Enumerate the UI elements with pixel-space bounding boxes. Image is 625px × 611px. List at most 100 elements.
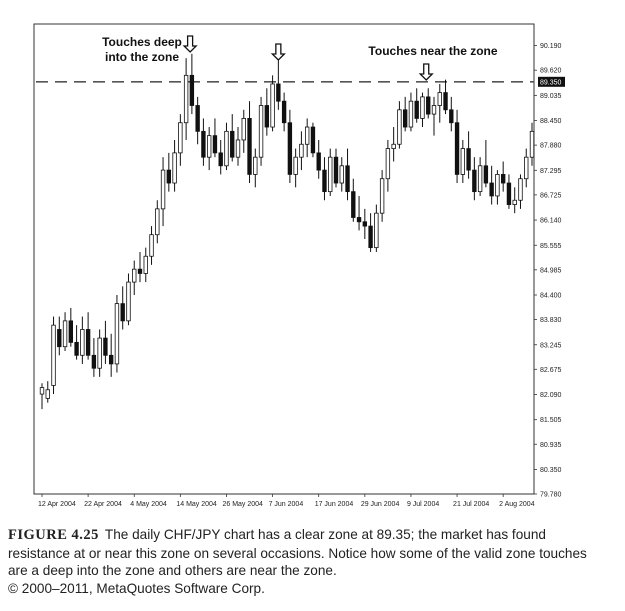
candle-body <box>316 152 321 171</box>
candle-body <box>39 387 45 395</box>
candle-body <box>529 130 535 158</box>
candle <box>293 148 298 188</box>
candle-body <box>206 135 212 158</box>
arrow-down-icon <box>270 43 286 61</box>
candle <box>183 58 189 140</box>
candle-body <box>137 268 143 274</box>
y-tick-label: 90.190 <box>540 43 562 50</box>
candle-body <box>97 337 102 369</box>
candle <box>454 109 460 184</box>
candle-body <box>500 174 506 184</box>
candle <box>143 247 148 283</box>
candle <box>74 325 79 360</box>
candle-body <box>281 100 287 124</box>
candle <box>489 165 494 205</box>
candle <box>224 122 229 171</box>
candle <box>397 101 402 149</box>
candle <box>408 92 414 132</box>
zone-price-box <box>538 76 565 87</box>
candle <box>472 157 477 201</box>
candle <box>97 329 102 377</box>
candle-body <box>45 389 50 399</box>
candle-body <box>51 324 56 386</box>
candle-body <box>379 178 385 214</box>
candle <box>316 139 321 179</box>
candle-body <box>287 122 293 175</box>
candle <box>230 114 235 162</box>
candle-body <box>356 217 362 223</box>
candle <box>241 109 246 153</box>
candle <box>149 226 154 265</box>
candle-body <box>402 109 408 128</box>
x-tick-label: 9 Jul 2004 <box>407 501 439 508</box>
candle <box>80 316 85 364</box>
candle-body <box>218 152 223 167</box>
candle-body <box>235 139 241 158</box>
x-tick-label: 29 Jun 2004 <box>361 501 400 508</box>
candle <box>506 174 512 209</box>
arrow-down-icon <box>182 35 198 53</box>
candle-body <box>114 303 120 365</box>
candle <box>126 273 131 326</box>
candle-body <box>241 118 246 141</box>
arrow-down-icon <box>418 63 434 81</box>
candle <box>212 118 218 158</box>
y-tick-label: 89.620 <box>540 68 562 75</box>
y-tick-label: 81.505 <box>540 417 562 424</box>
candle-body <box>322 169 327 193</box>
y-tick-label: 85.555 <box>540 243 562 250</box>
y-tick-label: 80.935 <box>540 442 562 449</box>
figure-caption: FIGURE 4.25 The daily CHF/JPY chart has a… <box>8 526 608 597</box>
candle <box>322 157 327 201</box>
x-tick-label: 2 Aug 2004 <box>499 501 535 508</box>
candle <box>258 96 264 166</box>
x-tick-label: 12 Apr 2004 <box>38 501 76 508</box>
candle-body <box>460 148 466 175</box>
candle <box>195 96 200 145</box>
candle <box>201 118 206 166</box>
candle <box>62 312 68 352</box>
y-tick-label: 83.830 <box>540 317 562 324</box>
candle-body <box>178 122 183 154</box>
candle-body <box>224 130 229 167</box>
candle <box>264 88 270 136</box>
candle <box>51 316 56 395</box>
candle-body <box>183 74 189 124</box>
candle <box>218 139 223 175</box>
y-tick-label: 87.880 <box>540 143 562 150</box>
candle-body <box>68 320 74 343</box>
zone-price-label: 89.350 <box>540 79 562 86</box>
y-tick-label: 84.400 <box>540 293 562 300</box>
candle <box>57 316 62 356</box>
candle-body <box>62 320 68 348</box>
candle-body <box>454 122 460 175</box>
candle <box>287 109 293 184</box>
candle <box>356 195 362 231</box>
candle <box>431 96 437 136</box>
candle-body <box>408 100 414 128</box>
candle <box>529 122 535 166</box>
candle-body <box>472 169 477 193</box>
candle <box>333 148 339 188</box>
candle <box>500 161 506 192</box>
candle <box>402 96 408 132</box>
candle <box>108 333 114 377</box>
candle <box>68 307 74 347</box>
candle <box>206 127 212 171</box>
candle <box>368 213 373 252</box>
candle <box>345 148 350 201</box>
candle-body <box>201 130 206 158</box>
candle-body <box>189 74 195 106</box>
y-tick-label: 82.675 <box>540 367 562 374</box>
y-tick-label: 87.295 <box>540 168 562 175</box>
candle <box>328 148 333 196</box>
candle-body <box>195 105 200 132</box>
candle <box>420 92 425 128</box>
candle-body <box>212 135 218 154</box>
candle-body <box>149 234 154 257</box>
annotation-deep-text: into the zone <box>105 50 179 64</box>
candle <box>160 157 166 227</box>
candle-body <box>397 109 402 145</box>
candle <box>91 338 97 377</box>
candle <box>477 157 483 196</box>
